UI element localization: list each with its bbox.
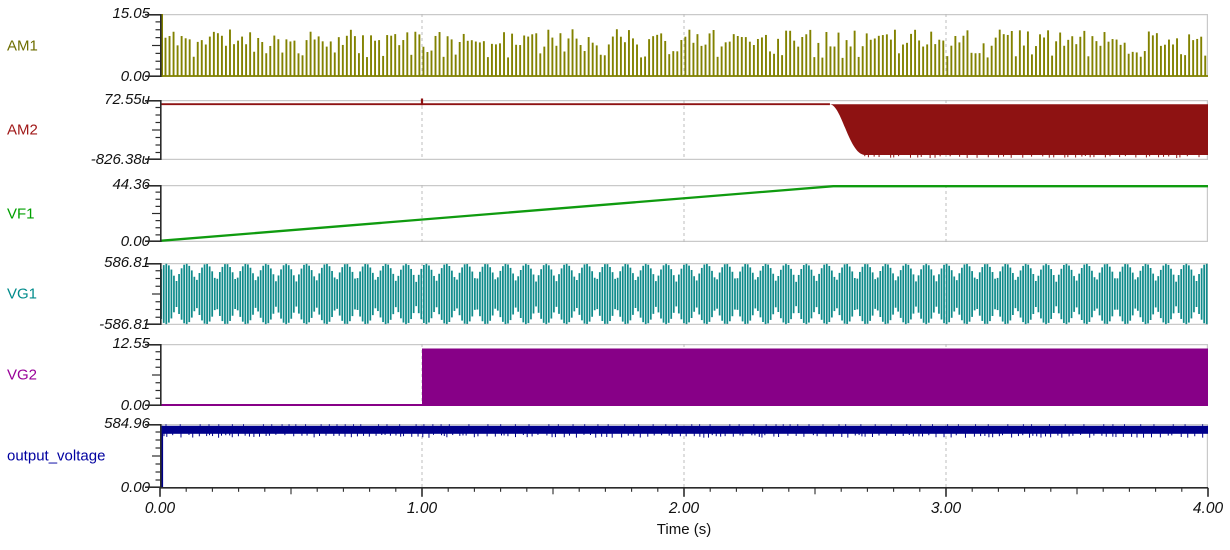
x-tick-label-1: 1.00 xyxy=(406,500,438,517)
plot-area-vg1[interactable] xyxy=(145,263,1209,326)
y-min-label-am1: 0.00 xyxy=(120,68,150,85)
y-max-label-vg1: 586.81 xyxy=(104,254,150,271)
x-tick-label-0: 0.00 xyxy=(144,500,176,517)
trace-name-vg1: VG1 xyxy=(7,285,38,303)
y-max-label-vg2: 12.55 xyxy=(112,335,150,352)
plot-area-am1[interactable] xyxy=(145,14,1209,78)
y-min-label-am2: -826.38u xyxy=(90,151,150,168)
trace-name-am1: AM1 xyxy=(7,37,38,54)
plot-area-am2[interactable] xyxy=(145,98,1209,161)
trace-name-vg2: VG2 xyxy=(7,366,38,384)
plot-area-vf1[interactable] xyxy=(145,185,1209,243)
trace-row-am1: AM1 15.05 0.00 xyxy=(0,6,1230,85)
trace-row-output-voltage: output_voltage 584.96 0.00 xyxy=(0,416,1230,496)
x-tick-label-3: 3.00 xyxy=(930,500,962,517)
y-max-label-am2: 72.55u xyxy=(104,91,150,108)
trace-name-vf1: VF1 xyxy=(7,205,35,222)
trace-row-vg1: VG1 586.81 -586.81 xyxy=(0,255,1230,333)
y-min-label-vf1: 0.00 xyxy=(120,233,150,250)
trace-row-am2: AM2 72.55u -826.38u xyxy=(0,92,1230,168)
trace-row-vg2: VG2 12.55 0.00 xyxy=(0,336,1230,414)
trace-row-vf1: VF1 44.36 0.00 xyxy=(0,177,1230,250)
x-axis-title: Time (s) xyxy=(656,521,712,538)
plot-area-output-voltage[interactable] xyxy=(145,424,1209,489)
y-max-label-output-voltage: 584.96 xyxy=(104,415,150,432)
trace-name-output-voltage: output_voltage xyxy=(7,447,106,465)
trace-name-am2: AM2 xyxy=(7,121,38,139)
y-min-label-vg2: 0.00 xyxy=(120,397,150,414)
y-min-label-vg1: -586.81 xyxy=(99,316,150,333)
x-tick-label-4: 4.00 xyxy=(1192,500,1224,517)
x-axis: 0.00 1.00 2.00 3.00 4.00 Time (s) xyxy=(145,487,1223,547)
y-max-label-vf1: 44.36 xyxy=(112,176,150,193)
y-max-label-am1: 15.05 xyxy=(112,5,150,22)
x-tick-label-2: 2.00 xyxy=(668,500,700,517)
plot-area-vg2[interactable] xyxy=(145,344,1209,407)
y-min-label-output-voltage: 0.00 xyxy=(120,479,150,496)
x-axis-ticks xyxy=(159,487,1209,497)
